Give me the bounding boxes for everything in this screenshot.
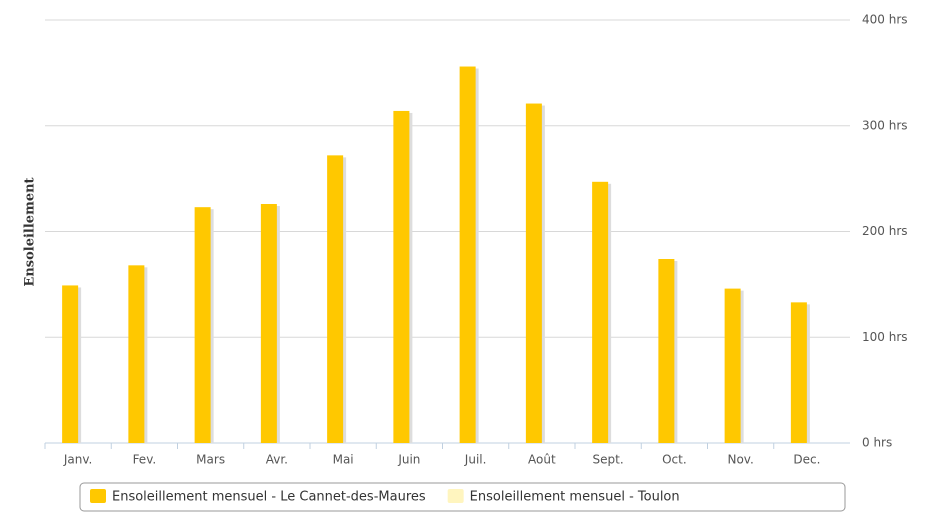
bar xyxy=(393,110,410,443)
x-tick-label: Nov. xyxy=(727,453,753,467)
x-tick-label: Fev. xyxy=(133,453,157,467)
bar xyxy=(62,285,79,443)
y-tick-label: 200 hrs xyxy=(862,224,908,238)
y-tick-label: 400 hrs xyxy=(862,13,908,27)
y-tick-label: 0 hrs xyxy=(862,436,892,450)
x-tick-label: Dec. xyxy=(793,453,820,467)
x-tick-label: Juin xyxy=(397,453,420,467)
x-tick-label: Août xyxy=(528,453,556,467)
bar xyxy=(260,204,277,443)
bar xyxy=(592,181,609,444)
bar xyxy=(194,207,211,443)
y-tick-label: 300 hrs xyxy=(862,118,908,132)
bar xyxy=(327,155,344,444)
bar xyxy=(459,66,476,443)
x-tick-label: Avr. xyxy=(266,453,288,467)
bar xyxy=(128,265,145,443)
x-tick-label: Sept. xyxy=(593,453,624,467)
legend-swatch xyxy=(90,489,106,503)
legend-label: Ensoleillement mensuel - Le Cannet-des-M… xyxy=(112,490,426,505)
x-tick-label: Juil. xyxy=(464,453,487,467)
bar xyxy=(525,103,542,443)
legend-swatch xyxy=(447,489,464,503)
x-tick-label: Mars xyxy=(196,453,225,467)
bar xyxy=(724,288,741,443)
x-tick-label: Oct. xyxy=(662,453,687,467)
bar xyxy=(658,258,675,443)
bar xyxy=(790,302,807,443)
x-tick-label: Janv. xyxy=(63,453,92,467)
x-tick-label: Mai xyxy=(333,453,354,467)
y-axis-title: Ensoleillement xyxy=(23,177,38,286)
y-tick-label: 100 hrs xyxy=(862,330,908,344)
legend-label: Ensoleillement mensuel - Toulon xyxy=(470,490,680,505)
